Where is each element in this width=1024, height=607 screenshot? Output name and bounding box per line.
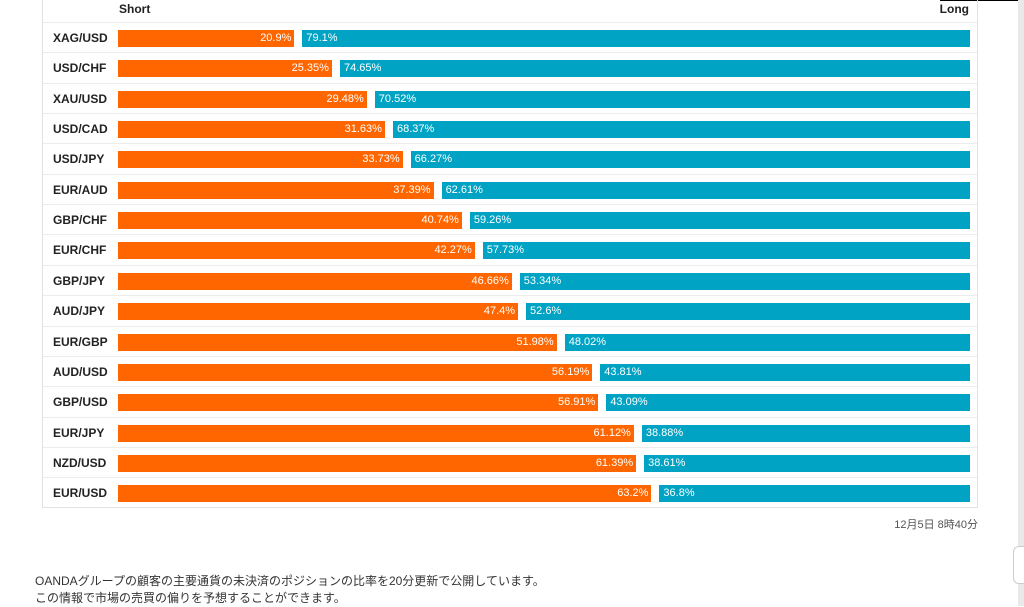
long-bar: 48.02% [564,333,970,351]
pair-label: USD/CAD [53,122,108,137]
short-bar: 51.98% [118,333,557,351]
chart-row: AUD/JPY 47.4% 52.6% [43,295,977,325]
chart-row: USD/CAD 31.63% 68.37% [43,113,977,143]
short-legend-label: Short [119,2,151,16]
chart-row: GBP/JPY 46.66% 53.34% [43,264,977,295]
long-bar: 68.37% [392,121,970,139]
chart-row: GBP/CHF 40.74% 59.26% [43,204,977,234]
footer-description: OANDAグループの顧客の主要通貨の未決済のポジションの比率を20分更新で公開し… [35,573,545,607]
pair-label: XAU/USD [53,91,108,106]
pair-label: USD/JPY [53,152,105,167]
pair-label: GBP/USD [53,395,108,410]
short-bar: 37.39% [118,181,434,199]
pair-label: NZD/USD [53,455,107,470]
chart-row: XAU/USD 29.48% 70.52% [43,82,977,113]
footer-line-2: この情報で市場の売買の偏りを予想することができます。 [35,591,346,605]
pair-label: EUR/CHF [53,243,107,258]
chart-row: EUR/AUD 37.39% 62.61% [43,173,977,204]
long-bar: 79.1% [302,30,970,47]
short-bar: 46.66% [118,272,512,290]
long-bar: 57.73% [482,242,970,260]
short-bar: 31.63% [118,121,385,139]
chart-row: USD/CHF 25.35% 74.65% [43,52,977,82]
short-bar: 47.4% [118,303,519,321]
chart-row: AUD/USD 56.19% 43.81% [43,355,977,386]
chart-row: EUR/GBP 51.98% 48.02% [43,325,977,356]
pair-label: EUR/JPY [53,425,105,440]
short-bar: 40.74% [118,212,462,230]
long-bar: 43.09% [606,394,970,412]
update-timestamp: 12月5日 8時40分 [894,519,978,531]
chart-row: EUR/CHF 42.27% 57.73% [43,234,977,264]
top-border-line [940,0,1024,1]
short-bar: 42.27% [118,242,475,260]
pair-label: GBP/JPY [53,273,106,288]
long-bar: 38.61% [644,454,970,472]
chart-row: NZD/USD 61.39% 38.61% [43,446,977,477]
long-bar: 38.88% [641,424,970,442]
long-bar: 43.81% [600,363,970,381]
chart-row: EUR/JPY 61.12% 38.88% [43,416,977,447]
side-tab-widget[interactable] [1013,546,1024,584]
scrollbar-track[interactable] [1018,0,1024,606]
chart-row: GBP/USD 56.91% 43.09% [43,386,977,416]
long-legend-label: Long [939,2,969,16]
short-bar: 61.12% [118,424,634,442]
short-bar: 61.39% [118,454,637,472]
long-bar: 53.34% [519,272,970,290]
long-bar: 66.27% [410,151,970,169]
short-bar: 20.9% [118,30,295,47]
short-bar: 29.48% [118,90,367,108]
short-bar: 63.2% [118,485,652,503]
long-bar: 70.52% [374,90,970,108]
chart-row: USD/JPY 33.73% 66.27% [43,143,977,173]
pair-label: EUR/USD [53,486,108,501]
position-ratio-chart: Short Long XAG/USD 20.9% 79.1% USD/CHF 25.35… [42,0,978,508]
chart-row: XAG/USD 20.9% 79.1% [43,22,977,52]
pair-label: EUR/GBP [53,334,108,349]
long-bar: 59.26% [469,212,970,230]
short-bar: 56.19% [118,363,593,381]
short-bar: 56.91% [118,394,599,412]
chart-row: EUR/USD 63.2% 36.8% [43,477,977,507]
short-bar: 25.35% [118,60,332,78]
pair-label: EUR/AUD [53,182,108,197]
footer-line-1: OANDAグループの顧客の主要通貨の未決済のポジションの比率を20分更新で公開し… [35,574,545,588]
long-bar: 74.65% [339,60,970,78]
long-bar: 62.61% [441,181,970,199]
pair-label: USD/CHF [53,61,107,76]
short-bar: 33.73% [118,151,403,169]
long-bar: 36.8% [659,485,970,503]
pair-label: AUD/USD [53,364,108,379]
pair-label: XAG/USD [53,31,108,45]
pair-label: GBP/CHF [53,213,107,228]
long-bar: 52.6% [526,303,970,321]
pair-label: AUD/JPY [53,304,106,319]
